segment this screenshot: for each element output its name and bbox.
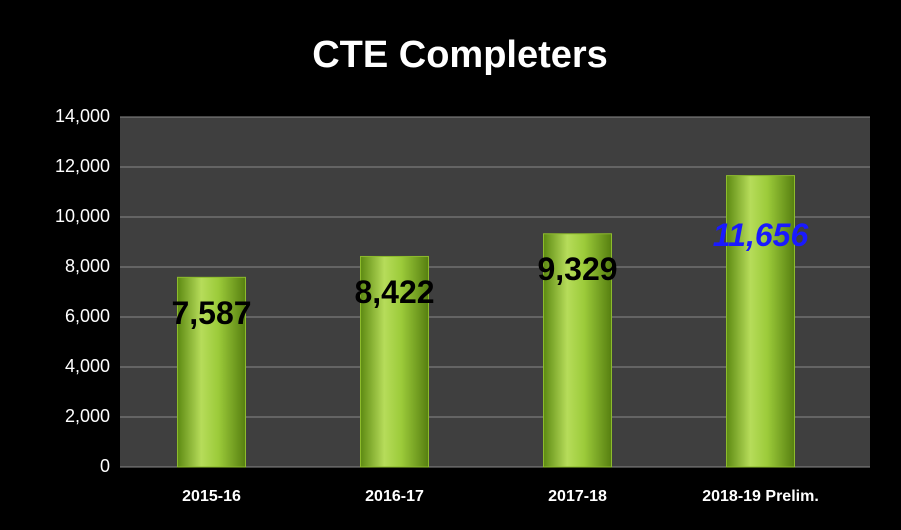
bar: [726, 175, 795, 468]
chart-title: CTE Completers: [312, 34, 608, 76]
value-label: 11,656: [713, 217, 809, 253]
x-tick-label: 2017-18: [548, 488, 607, 505]
y-tick-label: 10,000: [55, 206, 110, 226]
y-tick-label: 0: [100, 456, 110, 476]
x-tick-label: 2015-16: [182, 488, 241, 505]
y-tick-label: 8,000: [65, 256, 110, 276]
value-label: 7,587: [171, 295, 251, 331]
y-tick-label: 4,000: [65, 356, 110, 376]
value-label: 9,329: [537, 251, 617, 287]
y-tick-label: 12,000: [55, 156, 110, 176]
y-tick-label: 14,000: [55, 106, 110, 126]
y-tick-label: 6,000: [65, 306, 110, 326]
bar: [543, 233, 612, 468]
bar: [177, 276, 246, 468]
bar: [360, 255, 429, 468]
value-label: 8,422: [354, 274, 434, 310]
x-tick-label: 2018-19 Prelim.: [702, 488, 819, 505]
x-tick-label: 2016-17: [365, 488, 424, 505]
y-tick-label: 2,000: [65, 406, 110, 426]
